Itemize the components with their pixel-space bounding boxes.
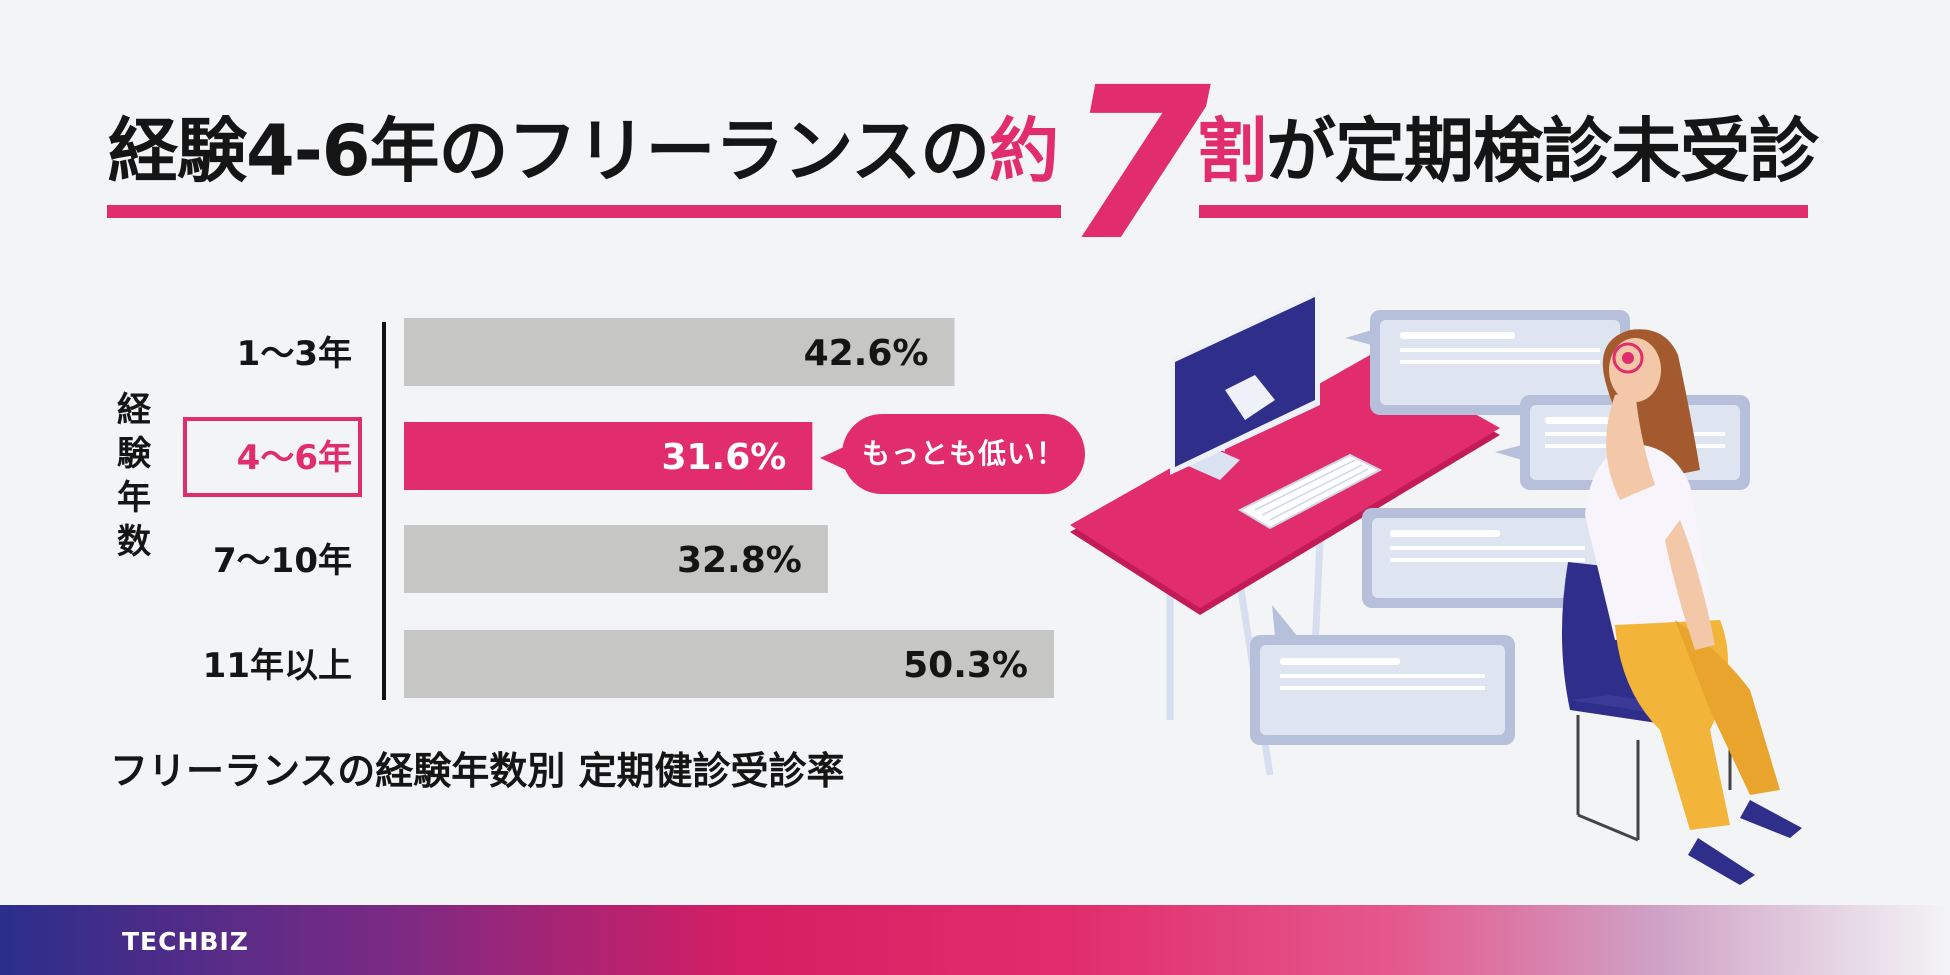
keyboard-icon bbox=[1237, 453, 1383, 530]
bar-value-label: 32.8% bbox=[677, 540, 802, 581]
brand-logo: TECHBIZ bbox=[122, 927, 249, 956]
headline-underline-right bbox=[1199, 205, 1808, 218]
bars-group: 42.6% 1〜3年 31.6% 4〜6年 32.8% 7〜10年 50.3% 11年以上 bbox=[183, 318, 1054, 698]
monitor-icon bbox=[1170, 290, 1320, 480]
axis-title: 経験年数 bbox=[112, 388, 156, 564]
bar-1 bbox=[404, 422, 813, 490]
woman-figure bbox=[1585, 329, 1802, 885]
bar-3 bbox=[404, 630, 1054, 698]
chat-bubble-3 bbox=[1362, 508, 1617, 608]
bar-chart: 42.6% 1〜3年 31.6% 4〜6年 32.8% 7〜10年 50.3% 11年以上 bbox=[183, 318, 1054, 700]
bar-value-label: 31.6% bbox=[661, 437, 786, 478]
lowest-callout: もっとも低い！ bbox=[842, 414, 1085, 494]
headline-underline-left bbox=[107, 205, 1061, 218]
chat-bubble-1 bbox=[1345, 310, 1630, 415]
bar-0 bbox=[404, 318, 955, 386]
headline: 経験4-6年のフリーランスの約 7 割が定期検診未受診 bbox=[0, 0, 1950, 270]
bar-value-label: 42.6% bbox=[804, 333, 929, 374]
category-label: 1〜3年 bbox=[237, 334, 352, 374]
callout-tail bbox=[820, 446, 846, 470]
illustration bbox=[1070, 290, 1802, 885]
chat-bubble-4 bbox=[1250, 605, 1515, 745]
axis-title-char: 数 bbox=[117, 522, 151, 562]
axis-title-char: 験 bbox=[117, 434, 151, 474]
headline-part2-accent: 割 bbox=[1197, 110, 1267, 192]
headline-part1-accent: 約 bbox=[989, 110, 1059, 192]
headline-right: 割が定期検診未受診 bbox=[1197, 116, 1819, 186]
footer-bar: TECHBIZ bbox=[0, 905, 1950, 975]
headline-big-number: 7 bbox=[1065, 42, 1211, 287]
bar-value-label: 50.3% bbox=[903, 645, 1028, 686]
bar-2 bbox=[404, 525, 828, 593]
axis-title-char: 年 bbox=[117, 478, 151, 518]
headline-part1: 経験4-6年のフリーランスの bbox=[108, 110, 990, 192]
category-label: 4〜6年 bbox=[237, 438, 352, 478]
highlight-category-box bbox=[183, 417, 362, 497]
category-label: 11年以上 bbox=[203, 646, 352, 686]
category-label: 7〜10年 bbox=[213, 541, 352, 581]
chart-caption: フリーランスの経験年数別 定期健診受診率 bbox=[110, 749, 845, 793]
axis-title-char: 経 bbox=[117, 390, 151, 430]
headline-left: 経験4-6年のフリーランスの約 bbox=[108, 116, 1059, 186]
headline-part2: が定期検診未受診 bbox=[1266, 110, 1819, 192]
